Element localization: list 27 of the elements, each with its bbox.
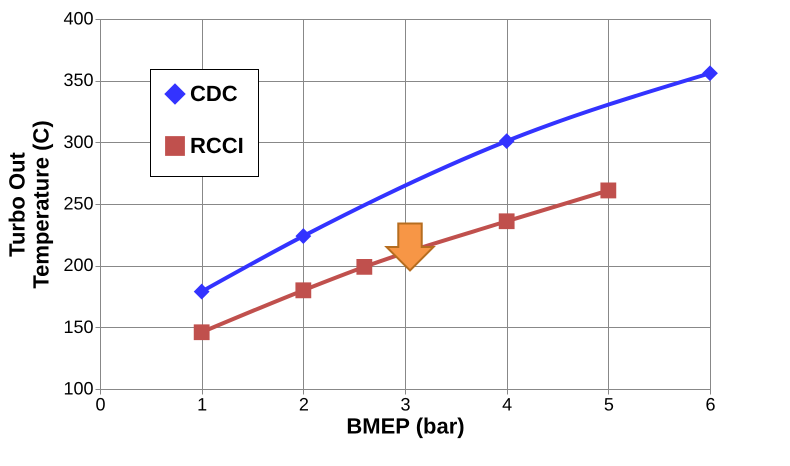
point bbox=[600, 182, 616, 198]
x-tick-label: 3 bbox=[400, 394, 411, 414]
y-tick-label: 200 bbox=[63, 255, 94, 276]
point bbox=[194, 324, 210, 340]
y-tick-label: 350 bbox=[63, 70, 94, 90]
x-tick-label: 4 bbox=[502, 394, 512, 414]
legend-label: RCCI bbox=[190, 133, 244, 158]
y-tick-label: 300 bbox=[63, 132, 94, 152]
y-tick-label: 250 bbox=[63, 194, 94, 214]
legend-label: CDC bbox=[190, 81, 238, 106]
point bbox=[498, 213, 515, 230]
x-tick-label: 0 bbox=[95, 394, 106, 414]
x-tick-label: 1 bbox=[197, 394, 208, 414]
x-tick-label: 6 bbox=[705, 394, 716, 414]
point bbox=[295, 228, 312, 244]
y-tick-label: 100 bbox=[63, 378, 94, 398]
point bbox=[702, 65, 718, 82]
y-tick-label: 150 bbox=[63, 316, 94, 337]
y-axis-title: Turbo Out Temperature (C) bbox=[4, 120, 54, 289]
x-tick-label: 2 bbox=[298, 394, 309, 414]
point bbox=[194, 284, 210, 300]
x-tick-label: 5 bbox=[604, 394, 614, 414]
point bbox=[356, 258, 372, 275]
y-tick-label: 400 bbox=[63, 8, 94, 28]
point bbox=[295, 282, 312, 298]
point bbox=[498, 133, 515, 150]
x-axis-title: BMEP (bar) bbox=[346, 414, 465, 438]
